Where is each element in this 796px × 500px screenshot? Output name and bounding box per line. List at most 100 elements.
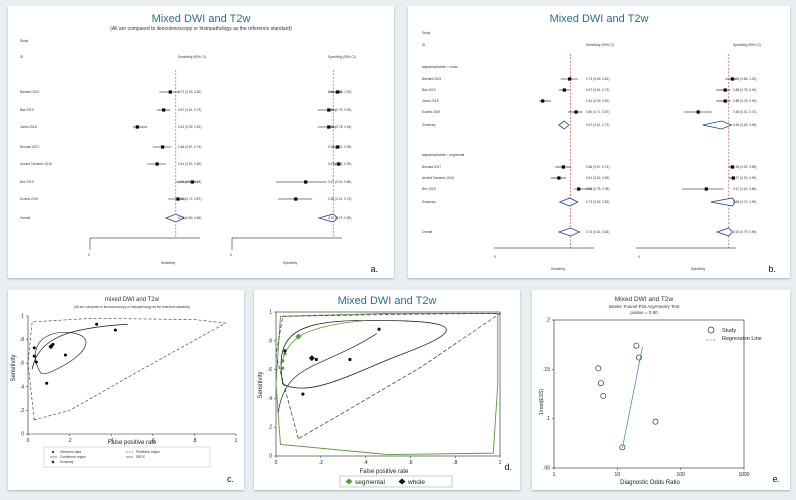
x-tick-label: .2 (68, 438, 72, 444)
segmental-point (281, 359, 285, 363)
whole-confidence-region (280, 320, 447, 389)
spec-point (704, 187, 708, 191)
panel-e-ylabel: 1/root(ESS) (539, 389, 545, 415)
forest-plot-b-svg: Mixed DWI and T2w Study ID Sensitivity (… (422, 13, 776, 274)
legend-whole-label: whole (407, 479, 425, 486)
sens-point (577, 187, 581, 191)
segmental-summary-point (295, 333, 302, 340)
study-point (619, 444, 626, 451)
sens-ci-text: 0.93 (0.78, 0.98) (178, 180, 201, 184)
sens-point (161, 145, 165, 149)
spec-ci-text: 0.96 (0.72, 0.99) (733, 200, 756, 204)
spec-summary-diamond (317, 213, 339, 223)
panel-d-xlabel: False positive rate (360, 469, 409, 475)
panel-d-letter: d. (504, 462, 512, 472)
spec-ci-text: 0.96 (0.88, 1.00) (733, 77, 756, 81)
panel-d-legend-box (339, 475, 453, 488)
sens-point (557, 176, 561, 180)
y-tick-label: .4 (20, 384, 24, 390)
study-label: Ahmed Tasneem 2016 (20, 162, 52, 166)
spec-point (723, 88, 727, 92)
sens-ci-text: 0.66 (0.57, 0.74) (178, 145, 201, 149)
spec-ci-text: 0.58 (0.42, 0.73) (328, 197, 351, 201)
x-tick-label: .8 (192, 438, 196, 444)
panel-a-xlabel-sens: Sensitivity (161, 261, 176, 265)
y-tick-label: .6 (268, 367, 272, 373)
panel-a-rows: Barnard 2021 0.73 (0.63, 0.82) 0.96 (0.88,… (20, 70, 351, 250)
sens-point (541, 99, 545, 103)
whole-point (301, 392, 305, 396)
spec-ci-text: 0.92 (0.79, 0.96) (328, 216, 351, 220)
subgroup-label: segmental/whole = segmental (422, 153, 465, 157)
spec-point (294, 197, 298, 201)
summary-point (48, 344, 54, 350)
y-tick-label: .2 (268, 425, 272, 431)
whole-point (377, 327, 381, 331)
legend-regression-label: Regression Line (722, 336, 762, 342)
confidence-region (35, 332, 87, 375)
study-point (636, 354, 642, 361)
study-point (597, 380, 604, 387)
study-label: Eccleis 2019 (422, 110, 440, 114)
whole-point (283, 349, 287, 353)
y-tick-label: .8 (20, 337, 24, 343)
observed-point (63, 353, 67, 357)
spec-ci-text: 0.96 (0.92, 0.98) (733, 165, 756, 169)
x-tick-label: 1 (499, 460, 502, 466)
y-tick-label: .05 (543, 466, 550, 472)
panel-b-id-header: ID (422, 43, 426, 47)
legend-segmental-label: segmental (355, 479, 386, 486)
study-label: Summary (422, 123, 436, 127)
sroc-panel-c: mixed DWI and T2w (All are compared to i… (8, 290, 244, 490)
sens-point (135, 125, 139, 129)
spec-ci-text: 0.84 (0.63, 0.95) (733, 123, 756, 127)
study-label: Overall (20, 216, 30, 220)
panel-e-subtitle: Deeks' Funnel Plot Asymmetry Test (609, 304, 680, 309)
legend-label: Summary (60, 460, 74, 464)
sens-ci-text: 0.67 (0.61, 0.72) (586, 123, 609, 127)
panel-a-title: Mixed DWI and T2w (152, 13, 251, 25)
sroc-c-svg: mixed DWI and T2w (All are compared to i… (11, 297, 238, 484)
panel-a-subtitle: (All are compared to ileocolonoscopy or … (110, 26, 292, 32)
panel-b-title: Mixed DWI and T2w (550, 13, 649, 25)
study-label: Jones 2018 (20, 125, 37, 129)
legend-label: Confidence region (60, 455, 86, 459)
sens-summary-diamond (557, 227, 581, 237)
segmental-point (281, 366, 285, 370)
legend-whole-marker (398, 478, 406, 485)
spec-point (730, 77, 734, 81)
observed-point (51, 342, 55, 346)
sens-ci-text: 0.74 (0.61, 0.84) (586, 230, 609, 234)
spec-ci-text: 0.58 (0.42, 0.73) (733, 110, 756, 114)
study-label: Bas 2019 (422, 88, 436, 92)
y-tick-label: 0 (21, 432, 24, 438)
spec-ci-text: 0.96 (0.88, 1.00) (328, 90, 351, 94)
panel-a-tick-left: 0 (88, 253, 90, 257)
sens-ci-text: 0.67 (0.61, 0.73) (178, 108, 201, 112)
observed-point (45, 381, 49, 385)
y-tick-label: .2 (20, 408, 24, 414)
study-label: Barnard 2021 (20, 90, 40, 94)
panel-b-rows: segmental/whole = whole Barnard 2021 0.73 … (422, 54, 756, 249)
panel-b-xlabel-spec: Specificity (691, 267, 706, 271)
x-tick-label: .8 (453, 460, 457, 466)
spec-point (336, 145, 340, 149)
study-label: Bas 2019 (20, 108, 34, 112)
plot-frame (275, 311, 501, 457)
spec-ci-text: 0.97 (0.92, 0.99) (733, 176, 756, 180)
sens-summary-diamond (164, 213, 186, 223)
legend-marker (51, 460, 55, 464)
sens-ci-text: 0.80 (0.71, 0.87) (586, 110, 609, 114)
panel-b-tick-right: 0 (638, 255, 640, 259)
sens-ci-text: 0.61 (0.52, 0.69) (586, 176, 609, 180)
legend-label: Observed data (60, 450, 81, 454)
sens-ci-text: 0.67 (0.61, 0.73) (586, 88, 609, 92)
x-tick-label: .6 (151, 438, 155, 444)
study-label: Jones 2018 (422, 99, 439, 103)
sens-point (168, 90, 172, 94)
sens-summary-diamond (558, 120, 570, 130)
panel-c-ylabel: Sensitivity (11, 354, 17, 381)
regression-line (621, 346, 643, 449)
study-point (595, 365, 602, 372)
legend-study-marker (707, 326, 715, 334)
